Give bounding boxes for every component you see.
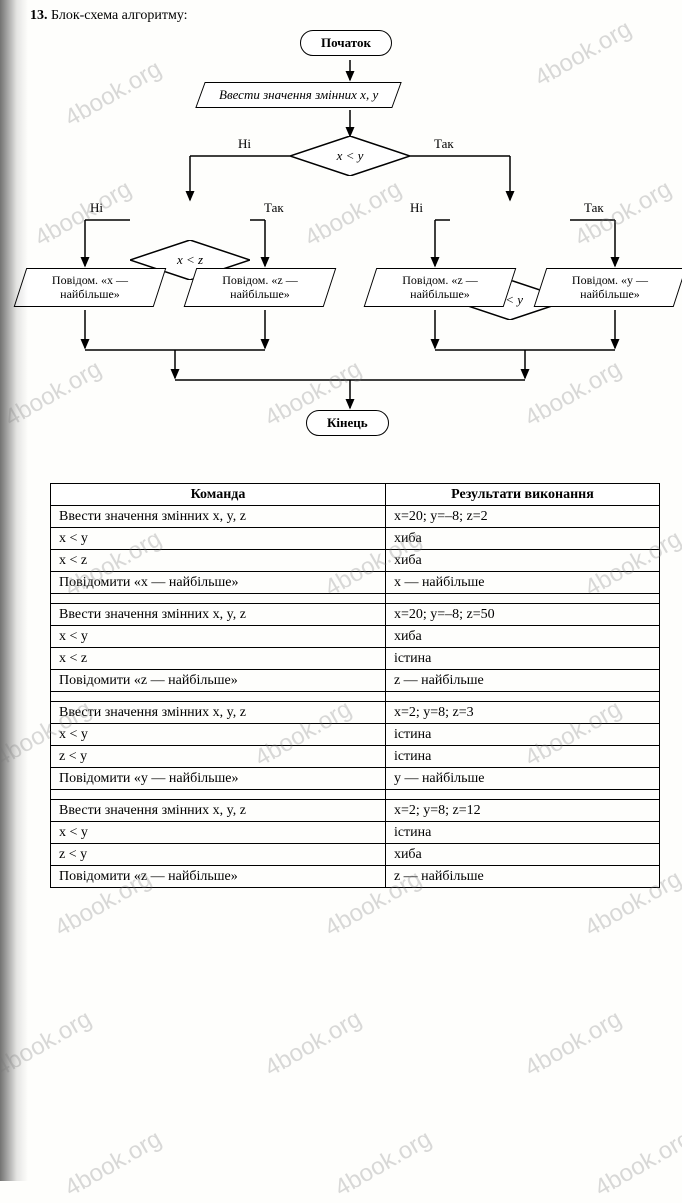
table-cell-command: Ввести значення змінних x, y, z (51, 604, 386, 626)
flowchart-start: Початок (300, 30, 392, 56)
flowchart-output-4: Повідом. «y — найбільше» (534, 268, 682, 307)
table-row: x < yістина (51, 724, 660, 746)
table-row: Повідомити «y — найбільше»y — найбільше (51, 768, 660, 790)
flowchart-decision-top: x < y (290, 136, 410, 176)
table-row: Ввести значення змінних x, y, zx=20; y=–… (51, 604, 660, 626)
table-spacer-row (51, 692, 660, 702)
flowchart-end: Кінець (306, 410, 389, 436)
table-cell-result: x — найбільше (385, 572, 659, 594)
table-cell-command: Повідомити «z — найбільше» (51, 866, 386, 888)
title-text: Блок-схема алгоритму: (51, 8, 188, 23)
table-cell-result: хиба (385, 626, 659, 648)
branch-yes: Так (584, 200, 604, 216)
table-cell-result: x=2; y=8; z=3 (385, 702, 659, 724)
table-cell-command: Ввести значення змінних x, y, z (51, 800, 386, 822)
table-header-command: Команда (51, 484, 386, 506)
branch-yes: Так (434, 136, 454, 152)
table-row: Повідомити «z — найбільше»z — найбільше (51, 670, 660, 692)
flowchart-output-2: Повідом. «z — найбільше» (184, 268, 337, 307)
table-cell-command: Повідомити «x — найбільше» (51, 572, 386, 594)
table-header-result: Результати виконання (385, 484, 659, 506)
table-row: Ввести значення змінних x, y, zx=2; y=8;… (51, 800, 660, 822)
table-row: z < yістина (51, 746, 660, 768)
title-number: 13. (30, 8, 48, 23)
page-title: 13. Блок-схема алгоритму: (30, 8, 674, 24)
table-cell-command: z < y (51, 746, 386, 768)
trace-table: Команда Результати виконання Ввести знач… (50, 483, 660, 888)
flowchart-output-1: Повідом. «x — найбільше» (14, 268, 167, 307)
table-row: x < yхиба (51, 626, 660, 648)
table-cell-result: x=2; y=8; z=12 (385, 800, 659, 822)
table-cell-result: y — найбільше (385, 768, 659, 790)
table-row: Повідомити «x — найбільше»x — найбільше (51, 572, 660, 594)
table-cell-result: хиба (385, 550, 659, 572)
table-cell-result: x=20; y=–8; z=50 (385, 604, 659, 626)
table-cell-command: Ввести значення змінних x, y, z (51, 506, 386, 528)
table-cell-command: z < y (51, 844, 386, 866)
table-row: x < yхиба (51, 528, 660, 550)
table-cell-command: x < y (51, 626, 386, 648)
table-cell-result: z — найбільше (385, 866, 659, 888)
table-cell-command: x < z (51, 648, 386, 670)
table-cell-command: x < y (51, 822, 386, 844)
table-cell-result: z — найбільше (385, 670, 659, 692)
branch-no: Ні (410, 200, 423, 216)
branch-no: Ні (238, 136, 251, 152)
table-cell-result: істина (385, 822, 659, 844)
flowchart: Початок Ввести значення змінних x, y x <… (30, 28, 670, 453)
table-row: Ввести значення змінних x, y, zx=20; y=–… (51, 506, 660, 528)
table-spacer-row (51, 594, 660, 604)
table-row: Повідомити «z — найбільше»z — найбільше (51, 866, 660, 888)
table-cell-result: хиба (385, 528, 659, 550)
table-cell-result: істина (385, 724, 659, 746)
branch-yes: Так (264, 200, 284, 216)
flowchart-input: Ввести значення змінних x, y (195, 82, 402, 108)
table-cell-command: x < y (51, 724, 386, 746)
table-row: x < zхиба (51, 550, 660, 572)
table-row: z < yхиба (51, 844, 660, 866)
table-cell-command: x < z (51, 550, 386, 572)
table-cell-command: x < y (51, 528, 386, 550)
table-cell-result: x=20; y=–8; z=2 (385, 506, 659, 528)
table-cell-command: Повідомити «y — найбільше» (51, 768, 386, 790)
table-row: Ввести значення змінних x, y, zx=2; y=8;… (51, 702, 660, 724)
table-spacer-row (51, 790, 660, 800)
table-cell-result: істина (385, 746, 659, 768)
table-row: x < zістина (51, 648, 660, 670)
table-cell-command: Повідомити «z — найбільше» (51, 670, 386, 692)
branch-no: Ні (90, 200, 103, 216)
flowchart-output-3: Повідом. «z — найбільше» (364, 268, 517, 307)
table-cell-result: хиба (385, 844, 659, 866)
table-cell-command: Ввести значення змінних x, y, z (51, 702, 386, 724)
table-row: x < yістина (51, 822, 660, 844)
table-cell-result: істина (385, 648, 659, 670)
